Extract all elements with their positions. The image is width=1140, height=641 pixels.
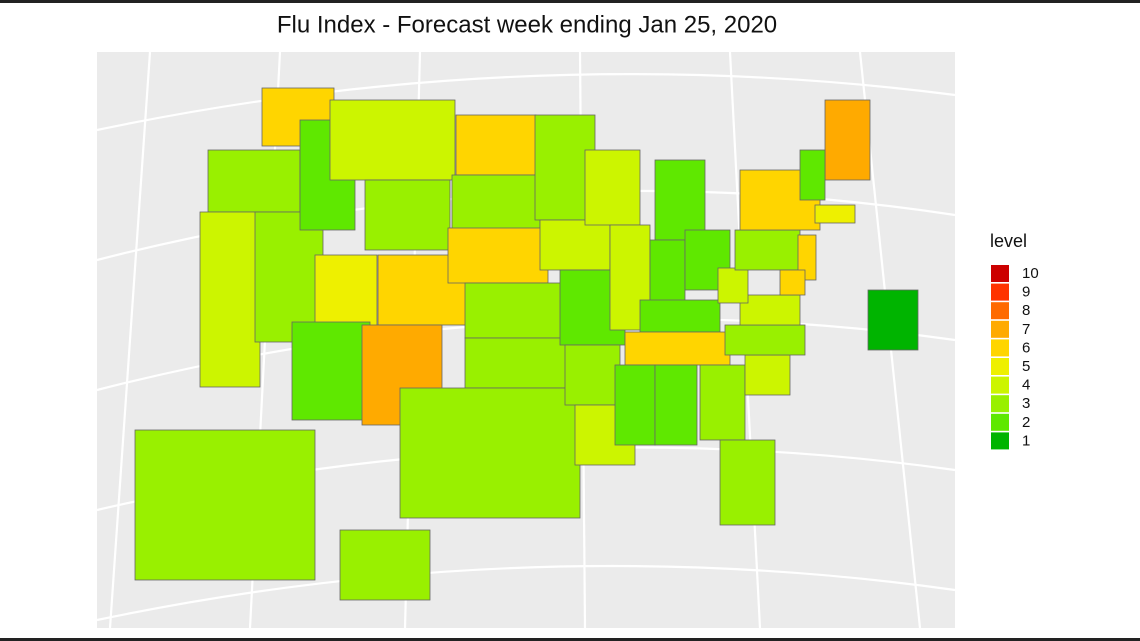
region bbox=[797, 234, 817, 281]
region bbox=[744, 354, 791, 396]
region bbox=[717, 267, 749, 304]
region bbox=[699, 364, 746, 441]
region bbox=[624, 331, 731, 366]
region bbox=[134, 429, 316, 581]
region bbox=[539, 219, 611, 271]
region bbox=[734, 229, 801, 271]
legend-label: 5 bbox=[1022, 358, 1030, 375]
region bbox=[654, 364, 698, 446]
region bbox=[329, 99, 456, 181]
legend-swatch bbox=[991, 320, 1009, 338]
region bbox=[584, 149, 641, 226]
legend-swatch bbox=[991, 265, 1009, 282]
region bbox=[364, 179, 451, 251]
legend-swatch bbox=[991, 339, 1009, 357]
bottom-border bbox=[0, 638, 1140, 641]
legend-swatch bbox=[991, 283, 1009, 301]
top-border bbox=[0, 0, 1140, 3]
region bbox=[867, 289, 919, 351]
region bbox=[719, 439, 776, 526]
region bbox=[199, 211, 261, 388]
legend-label: 1 bbox=[1022, 432, 1030, 449]
region bbox=[464, 337, 581, 389]
region bbox=[314, 254, 378, 334]
legend-swatch bbox=[991, 413, 1009, 431]
legend-title: level bbox=[990, 231, 1027, 251]
legend-label: 2 bbox=[1022, 414, 1030, 431]
legend-label: 6 bbox=[1022, 339, 1030, 356]
legend-label: 10 bbox=[1022, 265, 1039, 282]
legend-label: 8 bbox=[1022, 302, 1030, 319]
region bbox=[464, 282, 571, 339]
region bbox=[654, 159, 706, 241]
map-title: Flu Index - Forecast week ending Jan 25,… bbox=[277, 11, 777, 38]
region bbox=[207, 149, 301, 213]
region bbox=[639, 299, 721, 333]
region bbox=[564, 344, 621, 406]
legend-swatch bbox=[991, 302, 1009, 320]
region bbox=[399, 387, 581, 519]
region bbox=[254, 211, 324, 343]
region bbox=[779, 269, 806, 296]
legend: 10 98 76 5 43 21 bbox=[991, 265, 1039, 450]
region bbox=[291, 321, 371, 421]
region bbox=[724, 324, 806, 356]
region bbox=[614, 364, 656, 446]
region bbox=[814, 204, 856, 224]
region bbox=[739, 294, 801, 326]
legend-swatch bbox=[991, 432, 1009, 450]
region bbox=[339, 529, 431, 601]
region bbox=[824, 99, 871, 181]
legend-swatch bbox=[991, 395, 1009, 413]
region bbox=[799, 149, 826, 201]
legend-label: 9 bbox=[1022, 284, 1030, 301]
legend-swatch bbox=[991, 376, 1009, 394]
region bbox=[455, 114, 537, 176]
legend-swatch bbox=[991, 358, 1009, 375]
region bbox=[447, 227, 549, 284]
legend-label: 3 bbox=[1022, 395, 1030, 412]
regions bbox=[134, 87, 919, 601]
region bbox=[261, 87, 335, 147]
region bbox=[451, 174, 541, 231]
legend-label: 7 bbox=[1022, 321, 1030, 338]
legend-label: 4 bbox=[1022, 377, 1030, 394]
